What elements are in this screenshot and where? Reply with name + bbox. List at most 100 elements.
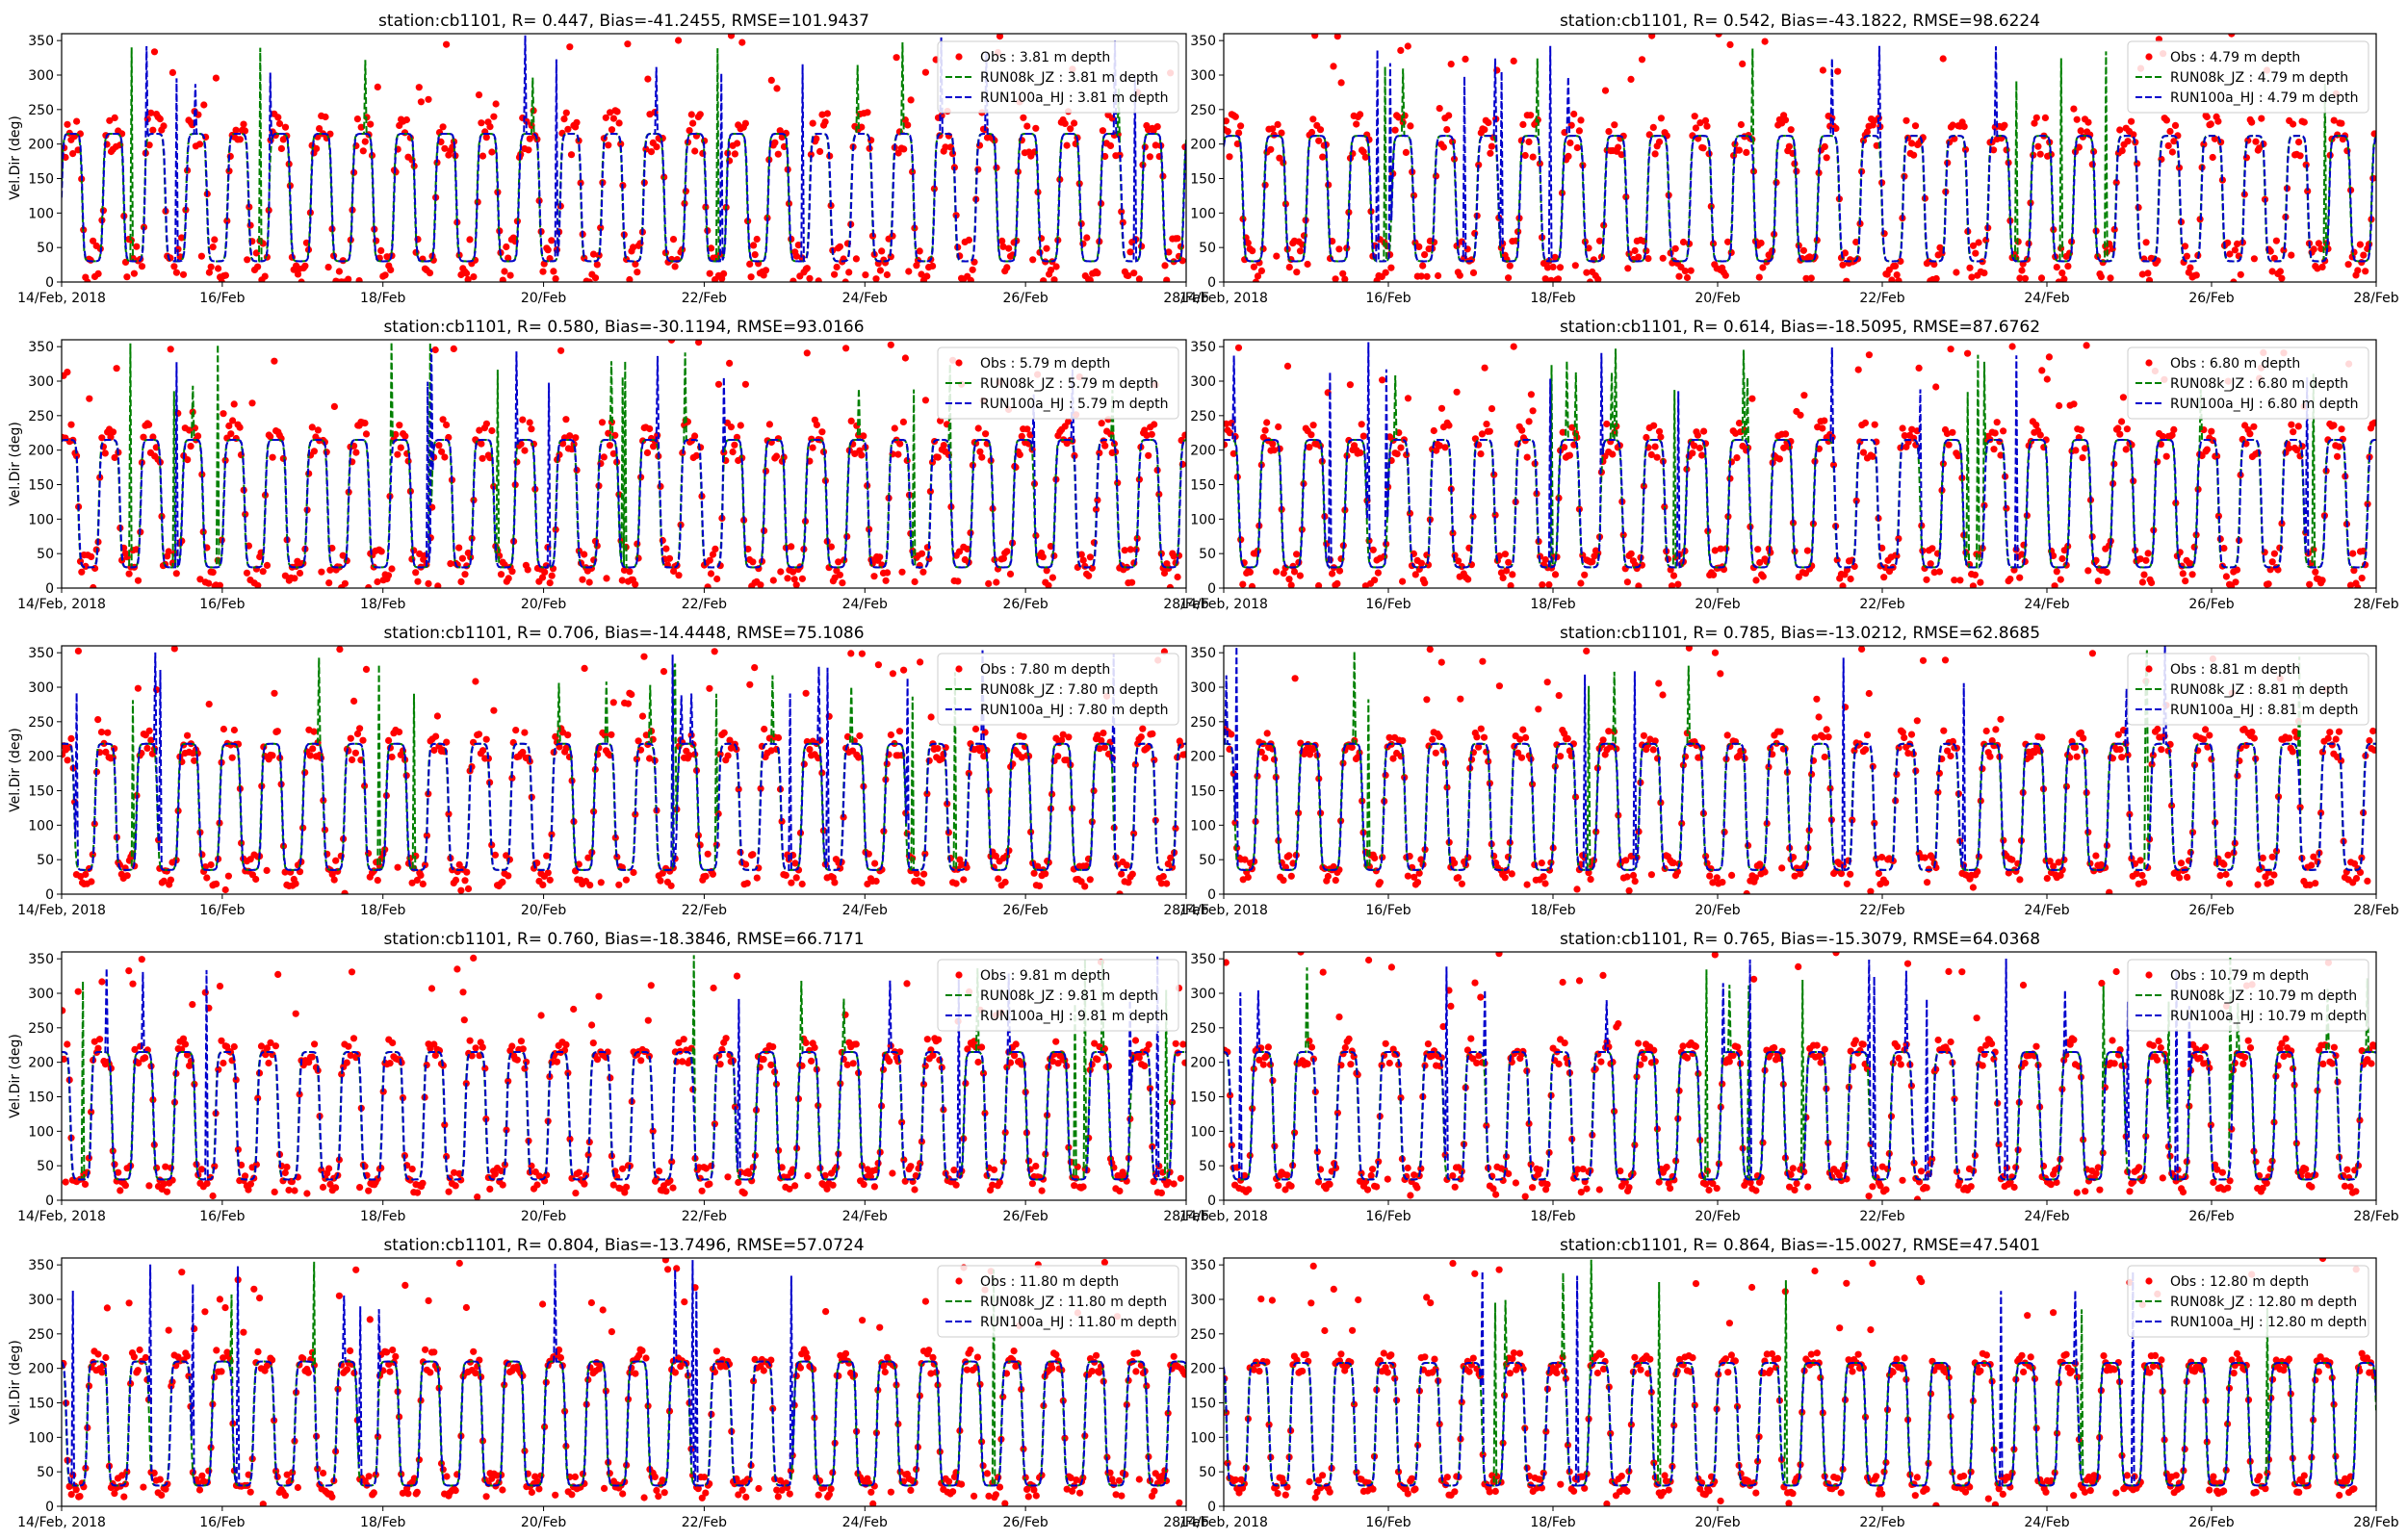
obs-point [726,359,734,367]
obs-point [765,421,774,428]
obs-point [1387,264,1395,271]
obs-point [2258,115,2265,122]
obs-point [220,410,227,418]
obs-point [624,40,632,48]
obs-point [201,988,209,996]
obs-point [2183,252,2190,260]
obs-point [1471,979,1479,987]
legend-label: RUN100a_HJ : 8.81 m depth [2170,703,2358,718]
obs-point [1011,1052,1019,1060]
obs-point [538,574,547,581]
obs-point [626,568,634,576]
obs-point [345,275,352,282]
obs-point [1255,1056,1263,1064]
obs-point [2290,120,2297,128]
obs-point [526,135,533,142]
obs-point [680,1036,687,1043]
obs-point [1631,246,1639,255]
obs-point [601,732,608,739]
obs-point [1499,1176,1507,1185]
obs-point [642,732,650,739]
axes-frame [61,951,1187,1201]
obs-point [505,1077,512,1085]
obs-point [907,96,915,104]
obs-point [1163,880,1171,887]
obs-point [929,262,937,270]
obs-point [230,1042,238,1051]
obs-point [724,1173,732,1181]
obs-point [2362,268,2369,275]
obs-point [209,244,217,251]
obs-point [1152,141,1159,149]
y-tick-label: 200 [1190,444,1216,459]
obs-point [1385,1059,1393,1067]
y-tick-label: 250 [28,409,54,424]
obs-point [414,1189,422,1196]
legend-label: Obs : 9.81 m depth [980,968,1110,984]
obs-point [1754,546,1762,553]
obs-point [1224,420,1230,427]
obs-point [2138,871,2146,880]
obs-point [374,578,381,586]
obs-point [2356,868,2365,877]
obs-point [1659,691,1667,699]
obs-point [1269,125,1277,133]
obs-point [147,736,155,744]
obs-point [129,980,137,988]
obs-point [2154,725,2161,733]
obs-point [1306,751,1314,758]
obs-point [874,661,883,669]
obs-point [397,444,404,451]
obs-point [1837,870,1846,878]
obs-point [1775,455,1783,463]
obs-point [1081,562,1089,570]
obs-point [2289,748,2296,756]
obs-point [1237,122,1245,130]
obs-point [2300,118,2308,126]
obs-point [147,109,155,116]
obs-point [2310,245,2317,253]
obs-point [2224,239,2232,246]
obs-point [2338,425,2345,433]
obs-point [2094,578,2102,585]
obs-point [2184,873,2191,882]
obs-point [443,421,451,429]
obs-point [798,880,806,888]
obs-point [870,573,878,580]
legend-label: RUN100a_HJ : 9.81 m depth [980,1009,1168,1024]
obs-point [1281,564,1289,572]
obs-point [1259,433,1267,441]
obs-point [246,1180,254,1188]
y-tick-label: 350 [28,952,54,967]
obs-point [1797,411,1804,419]
obs-point [213,880,220,888]
obs-point [749,558,757,566]
obs-point [1647,450,1655,458]
obs-point [451,1168,458,1176]
obs-point [1426,646,1434,654]
obs-point [1404,395,1412,402]
obs-point [2268,558,2276,566]
obs-point [2270,254,2278,262]
obs-point [1581,571,1589,578]
obs-point [609,449,617,457]
obs-point [1823,154,1830,162]
obs-point [1503,567,1511,575]
obs-point [2016,274,2024,282]
obs-point [168,68,176,76]
obs-point [1285,576,1293,583]
obs-point [1997,715,2005,723]
obs-point [1244,239,1252,246]
obs-point [1250,263,1257,270]
obs-point [1691,442,1698,449]
x-tick-label: 18/Feb [1530,597,1575,612]
obs-point [1623,873,1631,881]
obs-point [1901,432,1908,440]
obs-point [2072,447,2080,454]
obs-point [1333,1109,1341,1116]
obs-point [1480,733,1488,741]
y-tick-label: 50 [1199,547,1216,562]
obs-point [539,268,547,275]
obs-point [184,732,192,739]
axes-frame [61,645,1187,895]
